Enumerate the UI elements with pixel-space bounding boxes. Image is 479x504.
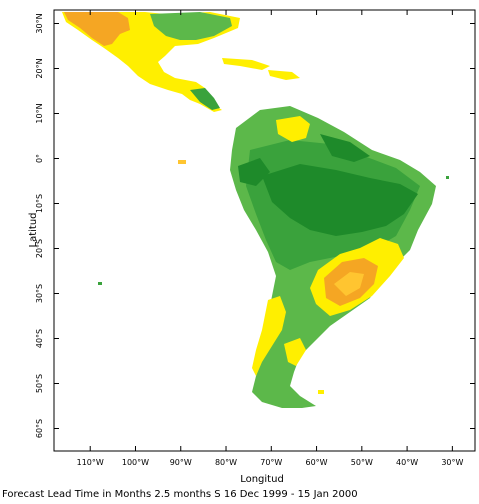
lon-tick-label: 50°W <box>351 458 373 467</box>
lon-tick-label: 40°W <box>396 458 418 467</box>
lon-tick-label: 100°W <box>122 458 149 467</box>
lat-tick-label: 10°S <box>35 194 44 213</box>
lat-tick-label: 30°N <box>35 13 44 33</box>
region-caribbean-2 <box>268 70 300 80</box>
region-central-green <box>150 12 232 40</box>
longitude-ticks: 110°W 100°W 90°W 80°W 70°W 60°W 50°W 40°W 30°W <box>77 10 463 467</box>
x-axis-title: Longitud <box>240 474 284 485</box>
lat-tick-label: 50°S <box>35 374 44 393</box>
region-patagonia-yellow-2 <box>284 338 306 366</box>
region-venezuela-yellow <box>276 116 310 142</box>
forecast-caption: Forecast Lead Time in Months 2.5 months … <box>2 489 358 500</box>
forecast-regions <box>62 12 449 408</box>
lat-tick-label: 30°S <box>35 284 44 303</box>
region-caribbean <box>222 58 270 70</box>
lat-tick-label: 20°N <box>35 58 44 78</box>
region-patagonia-yellow <box>252 296 286 376</box>
lat-tick-label: 20°S <box>35 239 44 258</box>
region-falklands <box>318 390 324 394</box>
region-dark-north <box>320 134 370 162</box>
lon-tick-label: 80°W <box>215 458 237 467</box>
lat-tick-label: 40°S <box>35 329 44 348</box>
region-mexico-orange <box>64 12 130 46</box>
region-island-pacific <box>98 282 102 285</box>
region-island-atlantic <box>446 176 449 179</box>
region-laplata-lightorange <box>334 272 364 296</box>
lat-tick-label: 10°N <box>35 103 44 123</box>
y-axis-title: Latitud <box>28 212 39 247</box>
lon-tick-label: 60°W <box>306 458 328 467</box>
latitude-ticks: 30°N 20°N 10°N 0° 10°S 20°S 30°S 40°S 50°S 60°S <box>35 13 475 438</box>
region-amazon-dark <box>262 164 418 236</box>
lat-tick-label: 60°S <box>35 419 44 438</box>
region-central-green-2 <box>190 88 220 110</box>
lon-tick-label: 110°W <box>77 458 104 467</box>
lon-tick-label: 90°W <box>170 458 192 467</box>
lon-tick-label: 30°W <box>441 458 463 467</box>
lat-tick-label: 0° <box>35 154 44 163</box>
region-dark-west <box>238 158 270 186</box>
lon-tick-label: 70°W <box>260 458 282 467</box>
region-galapagos <box>178 160 186 164</box>
